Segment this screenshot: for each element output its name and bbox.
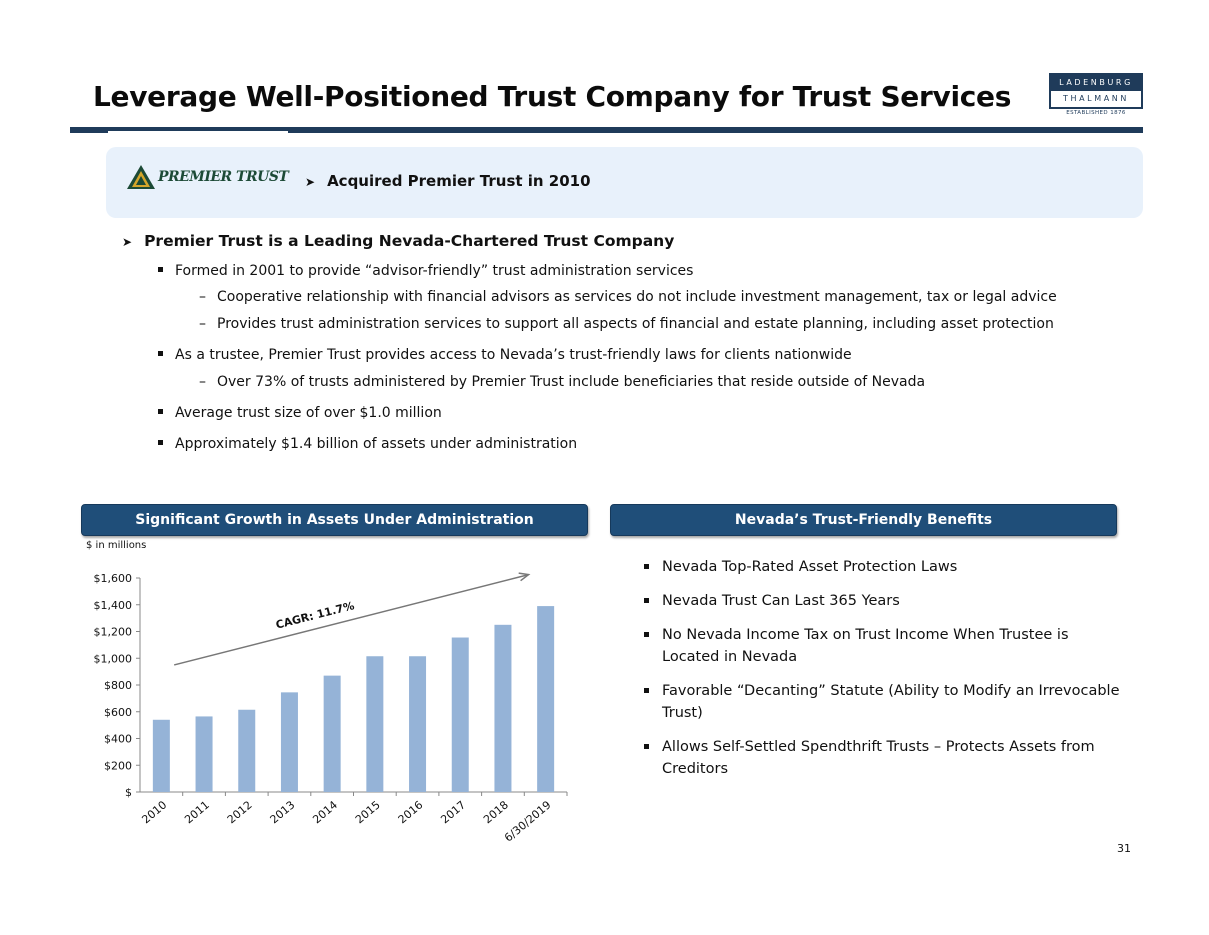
- benefit-item-text: Nevada Trust Can Last 365 Years: [662, 593, 900, 609]
- overview-point-text: Approximately $1.4 billion of assets und…: [175, 436, 578, 452]
- benefit-item-text: No Nevada Income Tax on Trust Income Whe…: [662, 627, 1069, 665]
- arrow-bullet-icon: ➤: [122, 235, 133, 249]
- overview-point-text: Formed in 2001 to provide “advisor-frien…: [175, 263, 694, 279]
- logo-established: ESTABLISHED 1876: [1066, 110, 1126, 116]
- y-tick-label: $1,600: [94, 572, 133, 585]
- x-tick-label: 2018: [481, 798, 511, 826]
- benefits-list: Nevada Top-Rated Asset Protection Laws N…: [644, 556, 1124, 792]
- benefit-item-text: Allows Self-Settled Spendthrift Trusts –…: [662, 739, 1095, 777]
- x-tick-label: 2010: [139, 798, 169, 826]
- x-tick-label: 2015: [353, 798, 383, 826]
- square-bullet-icon: [644, 598, 649, 603]
- dash-bullet: –: [199, 289, 206, 305]
- aua-bar-chart: $ $200 $400 $600 $800 $1,000 $1,200 $1,400 $1,60…: [94, 572, 568, 845]
- arrow-bullet-icon: ➤: [305, 175, 316, 189]
- overview-subpoint-text: Provides trust administration services t…: [217, 316, 1054, 332]
- square-bullet-icon: [644, 564, 649, 569]
- bar: [152, 719, 170, 792]
- growth-section-header: Significant Growth in Assets Under Admin…: [81, 504, 588, 536]
- square-bullet-icon: [158, 408, 163, 414]
- x-tick-label: 2014: [310, 798, 340, 826]
- y-tick-label: $: [125, 786, 132, 799]
- x-tick-label: 2016: [396, 798, 426, 826]
- acquisition-banner: [106, 147, 1143, 218]
- benefit-item: Favorable “Decanting” Statute (Ability t…: [644, 680, 1124, 724]
- page-title: Leverage Well-Positioned Trust Company f…: [93, 80, 1012, 113]
- premier-trust-logo: PREMIER TRUST: [126, 164, 289, 190]
- benefits-section-header: Nevada’s Trust-Friendly Benefits: [610, 504, 1117, 536]
- x-tick-label: 6/30/2019: [502, 798, 554, 844]
- x-tick-label: 2013: [268, 798, 298, 826]
- page-number: 31: [1117, 842, 1131, 855]
- x-tick-label: 2017: [438, 798, 468, 826]
- x-tick-label: 2011: [182, 798, 212, 826]
- y-tick-label: $1,200: [94, 626, 133, 639]
- logo-line-1: LADENBURG: [1051, 75, 1141, 91]
- dash-bullet: –: [199, 374, 206, 390]
- benefit-item-text: Nevada Top-Rated Asset Protection Laws: [662, 559, 958, 575]
- overview-heading: ➤ Premier Trust is a Leading Nevada-Chart…: [122, 232, 674, 250]
- premier-trust-logo-text: PREMIER TRUST: [158, 169, 289, 185]
- title-divider-accent: [108, 131, 288, 133]
- overview-point: Average trust size of over $1.0 million: [158, 405, 442, 421]
- cagr-arrowhead-icon: [518, 572, 531, 582]
- overview-subpoint: – Over 73% of trusts administered by Prem…: [199, 374, 925, 390]
- overview-subpoint-text: Cooperative relationship with financial …: [217, 289, 1057, 305]
- benefit-item: Nevada Trust Can Last 365 Years: [644, 590, 1124, 612]
- y-tick-label: $200: [104, 759, 132, 772]
- bar: [238, 709, 256, 792]
- y-tick-label: $800: [104, 679, 132, 692]
- overview-point: Approximately $1.4 billion of assets und…: [158, 436, 577, 452]
- cagr-trend-line: [173, 573, 529, 666]
- square-bullet-icon: [158, 350, 163, 356]
- square-bullet-icon: [644, 632, 649, 637]
- premier-trust-logo-icon: [127, 165, 155, 189]
- benefit-item: Allows Self-Settled Spendthrift Trusts –…: [644, 736, 1124, 780]
- bar: [366, 656, 384, 792]
- y-tick-label: $1,400: [94, 599, 133, 612]
- square-bullet-icon: [644, 688, 649, 693]
- overview-subpoint: – Provides trust administration services …: [199, 316, 1054, 332]
- square-bullet-icon: [158, 439, 163, 445]
- overview-point: As a trustee, Premier Trust provides acc…: [158, 347, 852, 363]
- bar: [409, 656, 427, 792]
- y-tick-label: $600: [104, 706, 132, 719]
- ladenburg-thalmann-logo: LADENBURG THALMANN: [1049, 73, 1143, 109]
- overview-subpoint: – Cooperative relationship with financial…: [199, 289, 1057, 305]
- banner-bullet-text: Acquired Premier Trust in 2010: [327, 172, 591, 190]
- overview-point-text: Average trust size of over $1.0 million: [175, 405, 442, 421]
- bar: [195, 716, 213, 792]
- overview-point: Formed in 2001 to provide “advisor-frien…: [158, 263, 693, 279]
- logo-line-2: THALMANN: [1063, 94, 1129, 103]
- overview-point-text: As a trustee, Premier Trust provides acc…: [175, 347, 852, 363]
- y-tick-label: $400: [104, 733, 132, 746]
- title-divider: [70, 127, 1143, 133]
- y-tick-label: $1,000: [94, 652, 133, 665]
- bar: [494, 624, 512, 792]
- benefit-item-text: Favorable “Decanting” Statute (Ability t…: [662, 683, 1120, 721]
- banner-bullet: ➤ Acquired Premier Trust in 2010: [305, 172, 591, 190]
- overview-heading-text: Premier Trust is a Leading Nevada-Charte…: [144, 232, 675, 250]
- bar: [323, 675, 341, 792]
- benefit-item: No Nevada Income Tax on Trust Income Whe…: [644, 624, 1124, 668]
- bar: [280, 692, 298, 792]
- overview-subpoint-text: Over 73% of trusts administered by Premi…: [217, 374, 926, 390]
- square-bullet-icon: [644, 744, 649, 749]
- dash-bullet: –: [199, 316, 206, 332]
- benefit-item: Nevada Top-Rated Asset Protection Laws: [644, 556, 1124, 578]
- bar: [537, 606, 555, 792]
- cagr-annotation: CAGR: 11.7%: [274, 599, 355, 631]
- square-bullet-icon: [158, 266, 163, 272]
- bar: [451, 637, 469, 792]
- x-tick-label: 2012: [225, 798, 255, 826]
- chart-units-label: $ in millions: [86, 540, 147, 551]
